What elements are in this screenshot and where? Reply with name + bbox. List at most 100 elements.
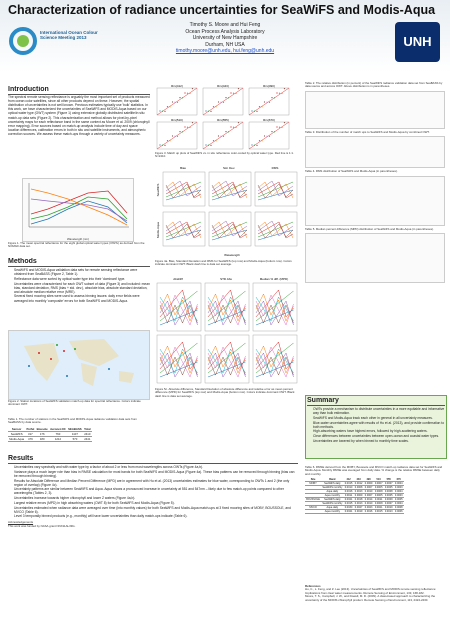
caption: Table 4. RMS distribution of SeaWiFS and…: [305, 169, 398, 174]
point: [268, 101, 271, 103]
point: [159, 110, 161, 112]
cell: Aqua daily: [321, 489, 344, 495]
cell: 0.0006: [393, 509, 404, 515]
series-line: [257, 183, 294, 199]
cell: 0.0009: [353, 493, 364, 499]
bullet: Uncertainty patterns are similar between…: [14, 487, 298, 495]
bullet: Blue-water uncertainties agree with resu…: [313, 421, 445, 429]
caption: Figure 2. Station locations of SeaWiFS v…: [8, 400, 141, 407]
series-line: [255, 293, 294, 322]
series-line: [159, 361, 198, 378]
point: [263, 101, 266, 103]
figure: Rrs(412) Rrs(443) Rrs(490) Rrs(510) Rrs(555)…: [155, 82, 295, 150]
cell: 0.0007: [383, 481, 394, 487]
point: [217, 135, 220, 137]
series-line: [159, 346, 198, 378]
point: [278, 92, 281, 94]
series-line: [165, 181, 202, 199]
point: [235, 126, 237, 128]
cell: 0.0013: [353, 489, 364, 495]
point: [263, 135, 266, 137]
series-line: [211, 221, 248, 239]
point: [161, 144, 164, 146]
point: [215, 140, 217, 142]
series-line: [257, 221, 294, 239]
cell: [305, 493, 322, 499]
point: [222, 101, 225, 103]
series-line: [255, 300, 294, 326]
ack-text: This work was funded by NASA grant NNX11…: [8, 523, 76, 528]
point: [276, 92, 278, 94]
panel-title: RMS: [272, 166, 279, 170]
cell: Aqua daily: [321, 505, 344, 511]
series-line: [257, 221, 294, 238]
point: [215, 106, 217, 108]
point: [281, 92, 283, 94]
series-line: [255, 309, 294, 326]
cell: Aqua monthly: [321, 509, 344, 515]
cell: SeaWiFS monthly: [321, 485, 344, 491]
bullet: Uncertainties are lowered by when binned…: [313, 439, 445, 443]
cell: 0.0004: [393, 481, 404, 487]
caption: Figure 4a. Bias, Standard Deviation and …: [155, 260, 292, 267]
point: [164, 110, 166, 112]
logo-left: International Ocean Colour Science Meeti…: [8, 22, 108, 66]
cell: 0.0005: [383, 493, 394, 499]
bullet: Uncertainties increase towards higher ch…: [14, 496, 298, 500]
section-heading: References: [305, 585, 321, 588]
caption: Figure 3. Match up plots of SeaWiFS vs. …: [155, 152, 294, 159]
one-to-one: [156, 121, 198, 150]
series-line: [207, 345, 246, 374]
cell: MVCO: [305, 505, 322, 511]
point: [212, 140, 215, 142]
cell: 570: [66, 436, 83, 442]
point: [225, 97, 227, 99]
cell: Modis-Aqua: [8, 436, 26, 442]
reference: Hu, C., L. Feng, and Z. Lee (2013). Unce…: [305, 587, 437, 595]
series-line: [211, 189, 248, 201]
series-line: [211, 180, 248, 197]
cell: 0.0011: [343, 493, 354, 499]
series-line: [211, 220, 248, 237]
point: [271, 131, 273, 133]
table-row: BOUSSOLE SeaWiFS daily 0.0021 0.0018 0.0014 0…: [305, 497, 404, 503]
point: [207, 110, 210, 112]
series-line: [257, 220, 294, 237]
series-line: [207, 294, 246, 326]
point: [271, 97, 273, 99]
bullet: Several fixed mooring sites were used to…: [14, 294, 150, 302]
cell: SeaWiFS: [8, 431, 26, 437]
panel-title: Rrs(412): [171, 84, 183, 88]
panel-title: AbsDiff: [173, 277, 183, 281]
series-line: [159, 342, 198, 374]
bullet: Reflectance data were sorted by optical …: [14, 277, 150, 281]
series-line: [159, 304, 198, 324]
series-line: [165, 181, 202, 199]
cell: 0.0007: [363, 493, 374, 499]
bullet: Uncertainties were characterized for eac…: [14, 282, 150, 294]
point: [225, 131, 227, 133]
table-header: Site Band 412 443 490 510 555 670: [305, 478, 404, 483]
series-line: [257, 189, 294, 201]
bullet: Variance plays a much larger role than b…: [14, 470, 298, 478]
point: [261, 140, 263, 142]
email[interactable]: timothy.moore@unh.edu, hui.feng@unh.edu: [175, 48, 275, 54]
cell: 0.0021: [343, 509, 354, 515]
table-row: Aqua monthly 0.0011 0.0009 0.0007 0.0005 0.00…: [305, 493, 404, 499]
cell: [305, 509, 322, 515]
point: [179, 97, 181, 99]
bullet-list: OWTs provide a mechanism to distribute u…: [307, 407, 445, 443]
cell: 0.0007: [363, 485, 374, 491]
series-line: [257, 229, 294, 241]
cell: 1212: [48, 436, 67, 442]
series-line: [257, 181, 294, 199]
cell: 0.0003: [393, 493, 404, 499]
point: [256, 144, 258, 146]
point: [220, 135, 222, 137]
cell: 0.0008: [353, 485, 364, 491]
point: [191, 88, 194, 90]
cell: 0.0019: [383, 505, 394, 511]
point: [251, 144, 253, 146]
table: Site Band 412 443 490 510 555 670 MOBY SeaWiFS da…: [305, 478, 404, 515]
series-line: [207, 293, 246, 322]
